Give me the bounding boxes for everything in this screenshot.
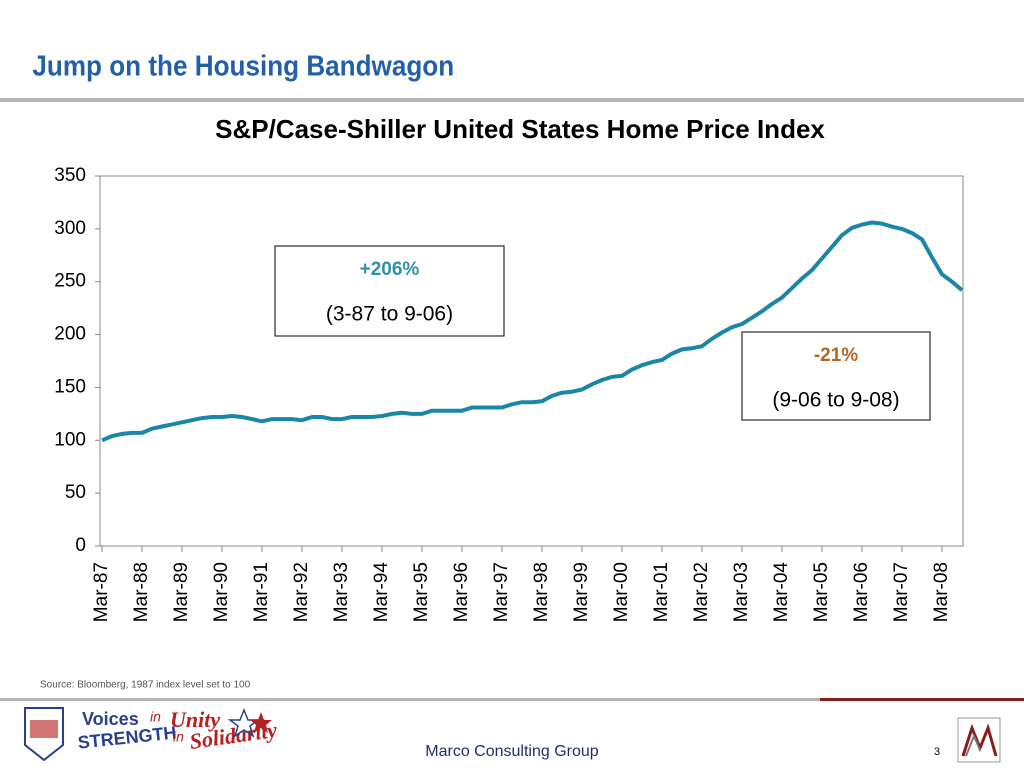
- x-tick-label: Mar-99: [571, 562, 592, 622]
- source-note: Source: Bloomberg, 1987 index level set …: [40, 680, 251, 691]
- x-tick-label: Mar-88: [131, 562, 152, 622]
- x-tick-label: Mar-01: [651, 562, 672, 622]
- x-tick-label: Mar-05: [811, 562, 832, 622]
- annotation-detail: (9-06 to 9-08): [772, 389, 899, 412]
- footer-rule: [0, 698, 820, 701]
- page-number: 3: [934, 746, 940, 758]
- annotation-box: [274, 245, 505, 337]
- x-tick-label: Mar-02: [691, 562, 712, 622]
- x-tick-label: Mar-91: [251, 562, 272, 622]
- footer-rule-accent: [820, 698, 1024, 701]
- x-tick-label: Mar-96: [451, 562, 472, 622]
- x-tick-label: Mar-87: [91, 562, 112, 622]
- x-tick-label: Mar-94: [371, 562, 392, 623]
- y-tick-label: 100: [54, 429, 86, 450]
- header-rule: [0, 98, 1024, 102]
- annotation-label: +206%: [360, 259, 420, 280]
- y-tick-label: 350: [54, 165, 86, 186]
- x-tick-label: Mar-97: [491, 562, 512, 622]
- chart-title: S&P/Case-Shiller United States Home Pric…: [215, 114, 825, 144]
- x-tick-label: Mar-04: [771, 562, 792, 623]
- x-tick-label: Mar-92: [291, 562, 312, 622]
- logo-text: Voices: [82, 709, 139, 729]
- x-tick-label: Mar-07: [891, 562, 912, 622]
- line-series: [101, 220, 964, 443]
- plot-area: [99, 175, 964, 547]
- x-tick-label: Mar-95: [411, 562, 432, 622]
- annotation-label: -21%: [814, 345, 858, 366]
- annotation-detail: (3-87 to 9-06): [326, 303, 453, 326]
- x-tick-label: Mar-03: [731, 562, 752, 622]
- x-tick-label: Mar-89: [171, 562, 192, 622]
- x-tick-label: Mar-98: [531, 562, 552, 622]
- logo-text: Unity: [170, 707, 220, 732]
- y-tick-label: 200: [54, 324, 86, 345]
- x-tick-label: Mar-08: [931, 562, 952, 622]
- logo-text: in: [173, 729, 184, 745]
- x-tick-label: Mar-93: [331, 562, 352, 622]
- annotation-box: [741, 331, 931, 421]
- chart: 0 50 100 150 200 250 300 350 Mar-87 Mar-88 Mar-89 M…: [54, 165, 964, 623]
- union-logo: Voices in Unity STRENGTH in Solidarity: [24, 707, 279, 762]
- x-tick-label: Mar-06: [851, 562, 872, 622]
- y-tick-label: 300: [54, 218, 86, 239]
- slide-title: Jump on the Housing Bandwagon: [32, 49, 454, 82]
- company-logo: [957, 717, 1001, 763]
- y-tick-label: 150: [54, 376, 86, 397]
- logo-text: in: [150, 709, 161, 725]
- footer-text: Marco Consulting Group: [425, 743, 599, 760]
- y-tick-label: 250: [54, 271, 86, 292]
- y-tick-label: 50: [65, 482, 86, 503]
- x-tick-label: Mar-00: [611, 562, 632, 622]
- x-tick-label: Mar-90: [211, 562, 232, 622]
- y-tick-label: 0: [75, 535, 86, 556]
